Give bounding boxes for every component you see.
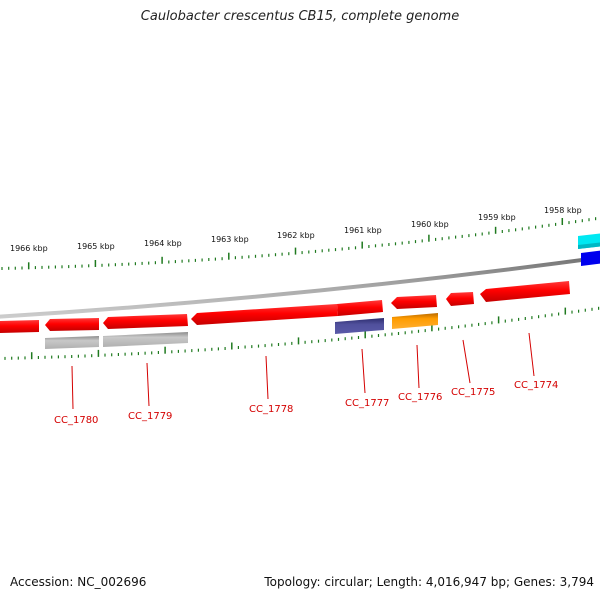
gene-label-cc1780[interactable]: CC_1780 [54,415,98,426]
gene-arrow[interactable] [337,300,383,316]
accession-text: Accession: NC_002696 [10,575,147,589]
gene-label-cc1778[interactable]: CC_1778 [249,404,293,415]
gene-gray[interactable] [45,336,99,349]
gene-arrow[interactable] [391,295,437,309]
gene-purple[interactable] [335,318,384,334]
scale-ticks-inner [4,306,600,360]
genome-summary-text: Topology: circular; Length: 4,016,947 bp… [264,575,594,589]
genome-title: Caulobacter crescentus CB15, complete ge… [140,9,460,24]
gene-track-red [0,281,570,333]
gene-label-cc1775[interactable]: CC_1775 [451,387,495,398]
genome-backbone [0,255,600,319]
gene-label-cc1777[interactable]: CC_1777 [345,398,389,409]
gene-label-cc1774[interactable]: CC_1774 [514,380,558,391]
gene-gray[interactable] [103,332,188,347]
gene-labels: CC_1780 CC_1779 CC_1778 CC_1777 CC_1776 … [54,380,558,426]
kbp-label: 1960 kbp [411,220,449,229]
gene-arrow[interactable] [45,318,99,331]
kbp-label: 1962 kbp [277,231,315,240]
gene-leader-lines [71,332,535,410]
kbp-label: 1958 kbp [544,206,582,215]
gene-label-cc1776[interactable]: CC_1776 [398,392,442,403]
gene-arrow[interactable] [103,314,188,329]
gene-arrow[interactable] [446,292,474,306]
scale-labels: 1966 kbp 1965 kbp 1964 kbp 1963 kbp 1962… [10,206,582,253]
kbp-label: 1966 kbp [10,244,48,253]
gene-arrow[interactable] [480,281,570,302]
gene-cyan-shadow [578,242,600,249]
scale-ticks-outer [1,217,597,270]
gene-label-cc1779[interactable]: CC_1779 [128,411,172,422]
gene-arrow[interactable] [191,304,338,325]
kbp-label: 1965 kbp [77,242,115,251]
kbp-label: 1964 kbp [144,239,182,248]
gene-orange[interactable] [392,313,438,329]
kbp-label: 1959 kbp [478,213,516,222]
gene-blue[interactable] [581,250,600,266]
kbp-label: 1961 kbp [344,226,382,235]
gene-arrow[interactable] [0,320,39,333]
kbp-label: 1963 kbp [211,235,249,244]
